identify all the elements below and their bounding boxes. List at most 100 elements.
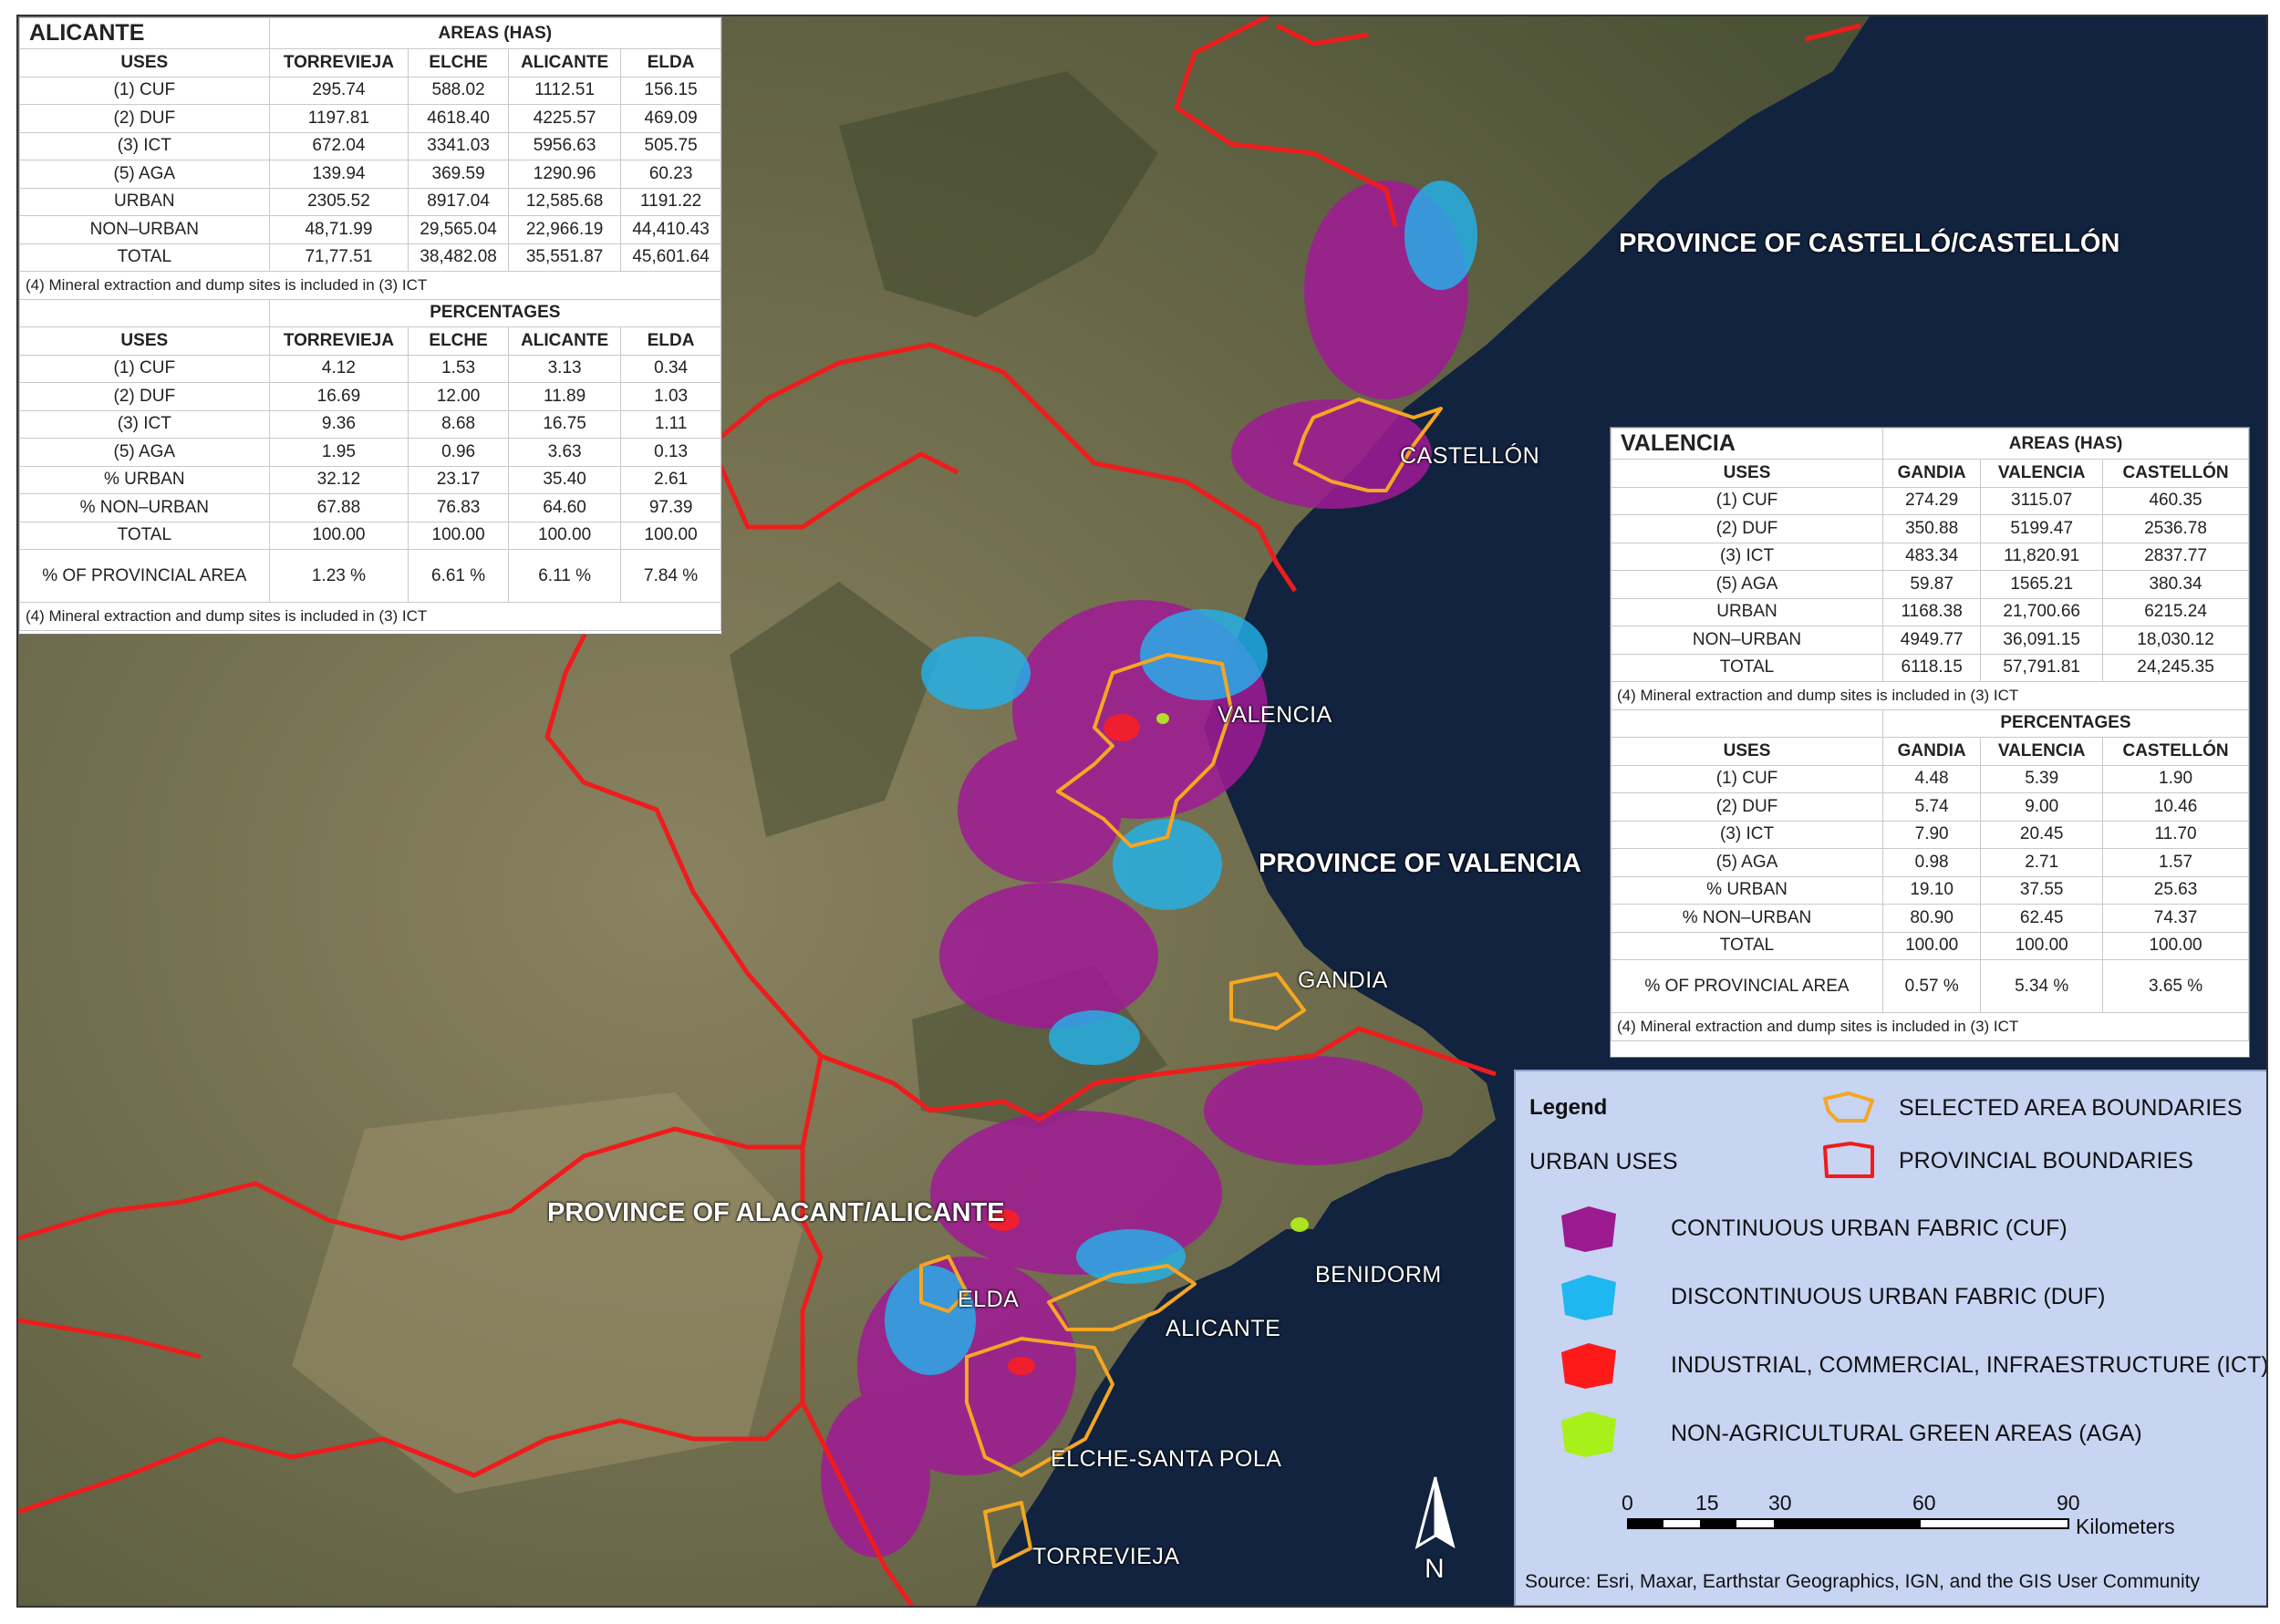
table-cell: 44,410.43 [620,215,721,244]
row-label: (1) CUF [19,354,270,383]
city-label-torrevieja: TORREVIEJA [1032,1544,1180,1569]
table-cell: 23.17 [408,465,509,494]
column-header: TORREVIEJA [268,48,409,78]
table-cell: 12.00 [408,382,509,411]
table-cell: 100.00 [1881,931,1982,960]
row-label: (3) ICT [1611,820,1883,849]
urban-duf [885,181,1477,1375]
table-note: (4) Mineral extraction and dump sites is… [19,271,721,300]
row-label: % URBAN [19,465,270,494]
row-label: URBAN [1611,597,1883,626]
lighter-plain [292,1092,803,1494]
table-cell: 1.03 [620,382,721,411]
areas-row: (5) AGA 139.94 369.59 1290.96 60.23 [19,160,721,189]
table-cell: 2.61 [620,465,721,494]
row-label: (2) DUF [19,104,270,133]
column-header: ELDA [620,326,721,356]
table-cell: 505.75 [620,131,721,160]
table-cell: 12,585.68 [507,187,622,216]
percentages-column-headers: USES GANDIA VALENCIA CASTELLÓN [1611,737,2249,766]
table-cell: 97.39 [620,493,721,522]
column-header: USES [19,48,270,78]
valencia-stats-table: VALENCIA AREAS (HAS) USES GANDIA VALENCIA CAS… [1611,428,2249,1041]
areas-row: NON–URBAN 4949.77 36,091.15 18,030.12 [1611,626,2249,655]
provincial-area-row: % OF PROVINCIAL AREA 1.23 % 6.61 % 6.11 % 7.… [19,549,721,603]
scale-tick-15: 15 [1695,1491,1719,1515]
percentages-row: (5) AGA 0.98 2.71 1.57 [1611,848,2249,877]
table-cell: 1.53 [408,354,509,383]
table-cell: 35,551.87 [507,243,622,272]
areas-column-headers: USES GANDIA VALENCIA CASTELLÓN [1611,459,2249,488]
table-cell: 100.00 [408,521,509,550]
table-cell: 3.63 [507,438,622,467]
table-cell: 32.12 [268,465,409,494]
table-cell: 156.15 [620,76,721,105]
table-cell: 35.40 [507,465,622,494]
column-header: ELCHE [408,326,509,356]
table-cell: 64.60 [507,493,622,522]
table-cell: 18,030.12 [2102,626,2249,655]
table-cell: 19.10 [1881,875,1982,905]
table-cell: 80.90 [1881,904,1982,933]
table-cell: 45,601.64 [620,243,721,272]
areas-row: (5) AGA 59.87 1565.21 380.34 [1611,570,2249,599]
percentages-row: % URBAN 32.12 23.17 35.40 2.61 [19,465,721,494]
table-cell: 6118.15 [1881,653,1982,682]
legend-provincial-boundaries-label: PROVINCIAL BOUNDARIES [1899,1148,2193,1174]
legend-item-cuf: CONTINUOUS URBAN FABRIC (CUF) [1671,1215,2068,1241]
table-cell: 100.00 [268,521,409,550]
table-cell: 0.57 % [1881,959,1982,1013]
row-label: (5) AGA [1611,570,1883,599]
note-row: (4) Mineral extraction and dump sites is… [1611,681,2249,710]
table-cell: 1.90 [2102,764,2249,793]
areas-header: AREAS (HAS) [1882,428,2249,460]
percentages-row: % URBAN 19.10 37.55 25.63 [1611,875,2249,905]
row-label: % URBAN [1611,875,1883,905]
table-cell: 29,565.04 [408,215,509,244]
table-cell: 10.46 [2102,792,2249,822]
table-cell: 1112.51 [507,76,622,105]
percentages-column-headers: USES TORREVIEJA ELCHE ALICANTE ELDA [19,326,721,356]
percentages-header-row: PERCENTAGES [19,298,722,327]
table-cell: 11,820.91 [1980,542,2104,571]
table-cell: 4.12 [268,354,409,383]
percentages-row: % NON–URBAN 80.90 62.45 74.37 [1611,904,2249,933]
percentages-row: (3) ICT 9.36 8.68 16.75 1.11 [19,409,721,439]
table-header-row: ALICANTE AREAS (HAS) [19,17,722,49]
table-cell: 274.29 [1881,486,1982,515]
region-title: VALENCIA [1611,428,1883,460]
table-cell: 6215.24 [2102,597,2249,626]
table-cell: 1.57 [2102,848,2249,877]
table-cell: 1.11 [620,409,721,439]
provincial-boundaries [18,16,1861,1606]
legend-item-duf: DISCONTINUOUS URBAN FABRIC (DUF) [1671,1284,2106,1309]
scale-bar: 0 15 30 60 90 Kilometers [1622,1491,2175,1546]
north-letter: N [1425,1554,1445,1584]
legend-item-aga: NON-AGRICULTURAL GREEN AREAS (AGA) [1671,1421,2142,1446]
row-label: (5) AGA [1611,848,1883,877]
mountain-ridge [839,71,1158,317]
column-header: ELCHE [408,48,509,78]
provincial-area-row: % OF PROVINCIAL AREA 0.57 % 5.34 % 3.65 % [1611,959,2249,1013]
legend-title: Legend [1529,1095,1608,1120]
table-cell: 6.61 % [408,549,509,603]
areas-row: TOTAL 6118.15 57,791.81 24,245.35 [1611,653,2249,682]
provincial-boundary-symbol-icon [1823,1142,1874,1178]
table-cell: 4949.77 [1881,626,1982,655]
row-label: % NON–URBAN [19,493,270,522]
table-cell: 1191.22 [620,187,721,216]
table-cell: 25.63 [2102,875,2249,905]
table-cell: 24,245.35 [2102,653,2249,682]
table-cell: 9.00 [1980,792,2104,822]
legend-item-ict: INDUSTRIAL, COMMERCIAL, INFRAESTRUCTURE … [1671,1352,2268,1378]
table-cell: 67.88 [268,493,409,522]
legend-swatch-ict-icon [1561,1343,1616,1389]
selected-boundary-symbol-icon [1823,1091,1874,1122]
table-cell: 7.90 [1881,820,1982,849]
table-cell: 9.36 [268,409,409,439]
column-header: GANDIA [1881,459,1982,488]
note-row: (4) Mineral extraction and dump sites is… [1611,1012,2249,1041]
table-cell: 0.96 [408,438,509,467]
table-cell: 2305.52 [268,187,409,216]
legend-swatch-cuf-icon [1561,1206,1616,1252]
